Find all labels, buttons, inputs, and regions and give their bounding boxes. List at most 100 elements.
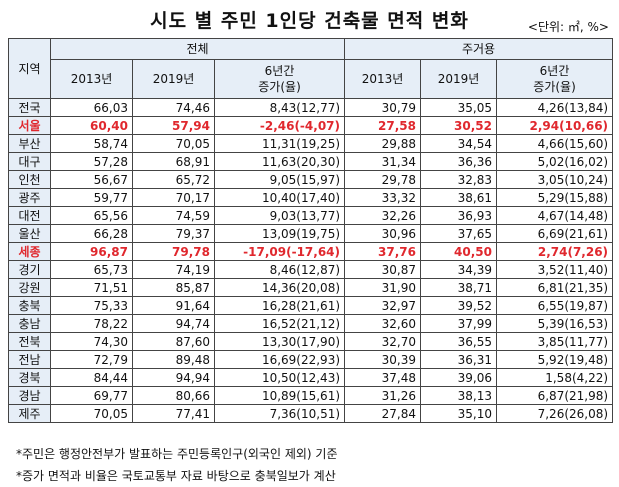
total-change-cell: 13,30(17,90) — [213, 332, 346, 351]
total-2013-cell: 70,05 — [50, 404, 133, 423]
region-cell: 강원 — [8, 278, 51, 297]
res-change-cell: 5,39(16,53) — [496, 314, 614, 333]
res-2013-cell: 27,58 — [344, 116, 422, 135]
table-row: 전국 66,03 74,46 8,43(12,77) 30,79 35,05 4,26(13… — [8, 98, 614, 117]
total-change-cell: -2,46(-4,07) — [213, 116, 346, 135]
total-2019-cell: 85,87 — [132, 278, 215, 297]
table-row: 경북 84,44 94,94 10,50(12,43) 37,48 39,06 1,58(4… — [8, 368, 614, 387]
table-row: 전남 72,79 89,48 16,69(22,93) 30,39 36,31 5,92(1… — [8, 350, 614, 369]
region-cell: 인천 — [8, 170, 51, 189]
table-row: 전북 74,30 87,60 13,30(17,90) 32,70 36,55 3,85(1… — [8, 332, 614, 351]
total-2013-cell: 84,44 — [50, 368, 133, 387]
total-change-cell: 16,52(21,12) — [213, 314, 346, 333]
total-2019-cell: 77,41 — [132, 404, 215, 423]
res-change-cell: 5,92(19,48) — [496, 350, 614, 369]
total-2019-cell: 74,19 — [132, 260, 215, 279]
table-row: 울산 66,28 79,37 13,09(19,75) 30,96 37,65 6,69(2… — [8, 224, 614, 243]
total-2013-header: 2013년 — [50, 59, 133, 99]
res-2019-cell: 38,13 — [420, 386, 498, 405]
total-change-cell: 11,31(19,25) — [213, 134, 346, 153]
res-change-cell: 5,29(15,88) — [496, 188, 614, 207]
table-row: 광주 59,77 70,17 10,40(17,40) 33,32 38,61 5,29(1… — [8, 188, 614, 207]
total-change-cell: 16,69(22,93) — [213, 350, 346, 369]
total-2019-cell: 74,59 — [132, 206, 215, 225]
res-2013-cell: 33,32 — [344, 188, 422, 207]
total-change-cell: 9,05(15,97) — [213, 170, 346, 189]
res-2013-cell: 32,26 — [344, 206, 422, 225]
total-2013-cell: 72,79 — [50, 350, 133, 369]
total-change-cell: 13,09(19,75) — [213, 224, 346, 243]
total-change-cell: 8,43(12,77) — [213, 98, 346, 117]
total-change-header: 6년간 증가(율) — [213, 59, 346, 99]
total-2013-cell: 96,87 — [50, 242, 133, 261]
total-2019-cell: 94,74 — [132, 314, 215, 333]
total-2013-cell: 65,56 — [50, 206, 133, 225]
total-change-cell: -17,09(-17,64) — [213, 242, 346, 261]
region-cell: 충남 — [8, 314, 51, 333]
table-row: 제주 70,05 77,41 7,36(10,51) 27,84 35,10 7,26(26… — [8, 404, 614, 423]
res-2013-cell: 30,87 — [344, 260, 422, 279]
table-row: 대구 57,28 68,91 11,63(20,30) 31,34 36,36 5,02(1… — [8, 152, 614, 171]
res-2013-cell: 31,90 — [344, 278, 422, 297]
region-cell: 전북 — [8, 332, 51, 351]
total-2019-cell: 70,17 — [132, 188, 215, 207]
res-2013-cell: 30,79 — [344, 98, 422, 117]
region-cell: 울산 — [8, 224, 51, 243]
region-cell: 경기 — [8, 260, 51, 279]
res-2019-cell: 32,83 — [420, 170, 498, 189]
res-2013-cell: 31,26 — [344, 386, 422, 405]
res-change-cell: 4,66(15,60) — [496, 134, 614, 153]
total-change-cell: 11,63(20,30) — [213, 152, 346, 171]
total-2019-cell: 87,60 — [132, 332, 215, 351]
total-2013-cell: 56,67 — [50, 170, 133, 189]
res-change-cell: 5,02(16,02) — [496, 152, 614, 171]
res-2019-cell: 35,05 — [420, 98, 498, 117]
total-2013-cell: 71,51 — [50, 278, 133, 297]
total-2019-cell: 91,64 — [132, 296, 215, 315]
region-cell: 경북 — [8, 368, 51, 387]
total-2019-cell: 79,78 — [132, 242, 215, 261]
residential-group-header: 주거용 — [344, 38, 614, 60]
total-change-cell: 9,03(13,77) — [213, 206, 346, 225]
table-row: 대전 65,56 74,59 9,03(13,77) 32,26 36,93 4,67(14… — [8, 206, 614, 225]
res-2019-cell: 35,10 — [420, 404, 498, 423]
total-change-cell: 16,28(21,61) — [213, 296, 346, 315]
res-change-cell: 7,26(26,08) — [496, 404, 614, 423]
table-row: 부산 58,74 70,05 11,31(19,25) 29,88 34,54 4,66(1… — [8, 134, 614, 153]
total-2019-cell: 68,91 — [132, 152, 215, 171]
res-2013-cell: 37,76 — [344, 242, 422, 261]
res-change-cell: 6,55(19,87) — [496, 296, 614, 315]
res-2019-cell: 36,31 — [420, 350, 498, 369]
res-change-cell: 3,05(10,24) — [496, 170, 614, 189]
res-2019-cell: 38,61 — [420, 188, 498, 207]
res-2013-cell: 32,60 — [344, 314, 422, 333]
res-change-cell: 1,58(4,22) — [496, 368, 614, 387]
res-2019-cell: 36,93 — [420, 206, 498, 225]
res-change-cell: 6,87(21,98) — [496, 386, 614, 405]
res-2019-cell: 34,54 — [420, 134, 498, 153]
res-2013-cell: 29,88 — [344, 134, 422, 153]
total-change-cell: 8,46(12,87) — [213, 260, 346, 279]
total-2013-cell: 78,22 — [50, 314, 133, 333]
res-2019-cell: 30,52 — [420, 116, 498, 135]
res-2019-cell: 40,50 — [420, 242, 498, 261]
table-row: 충남 78,22 94,74 16,52(21,12) 32,60 37,99 5,39(1… — [8, 314, 614, 333]
table-row: 서울 60,40 57,94 -2,46(-4,07) 27,58 30,52 2,94(1… — [8, 116, 614, 135]
res-change-cell: 4,26(13,84) — [496, 98, 614, 117]
res-change-cell: 4,67(14,48) — [496, 206, 614, 225]
total-2013-cell: 59,77 — [50, 188, 133, 207]
total-change-cell: 7,36(10,51) — [213, 404, 346, 423]
region-cell: 제주 — [8, 404, 51, 423]
total-2019-cell: 65,72 — [132, 170, 215, 189]
region-cell: 부산 — [8, 134, 51, 153]
res-change-cell: 6,69(21,61) — [496, 224, 614, 243]
total-2013-cell: 65,73 — [50, 260, 133, 279]
table-row: 세종 96,87 79,78 -17,09(-17,64) 37,76 40,50 2,74… — [8, 242, 614, 261]
res-2013-cell: 32,97 — [344, 296, 422, 315]
unit-label: <단위: ㎡, %> — [527, 20, 609, 34]
total-2013-cell: 74,30 — [50, 332, 133, 351]
total-group-header: 전체 — [49, 38, 346, 60]
total-2019-cell: 70,05 — [132, 134, 215, 153]
footnote: *주민은 행정안전부가 발표하는 주민등록인구(외국인 제외) 기준 — [16, 447, 338, 461]
res-2013-header: 2013년 — [344, 59, 422, 99]
